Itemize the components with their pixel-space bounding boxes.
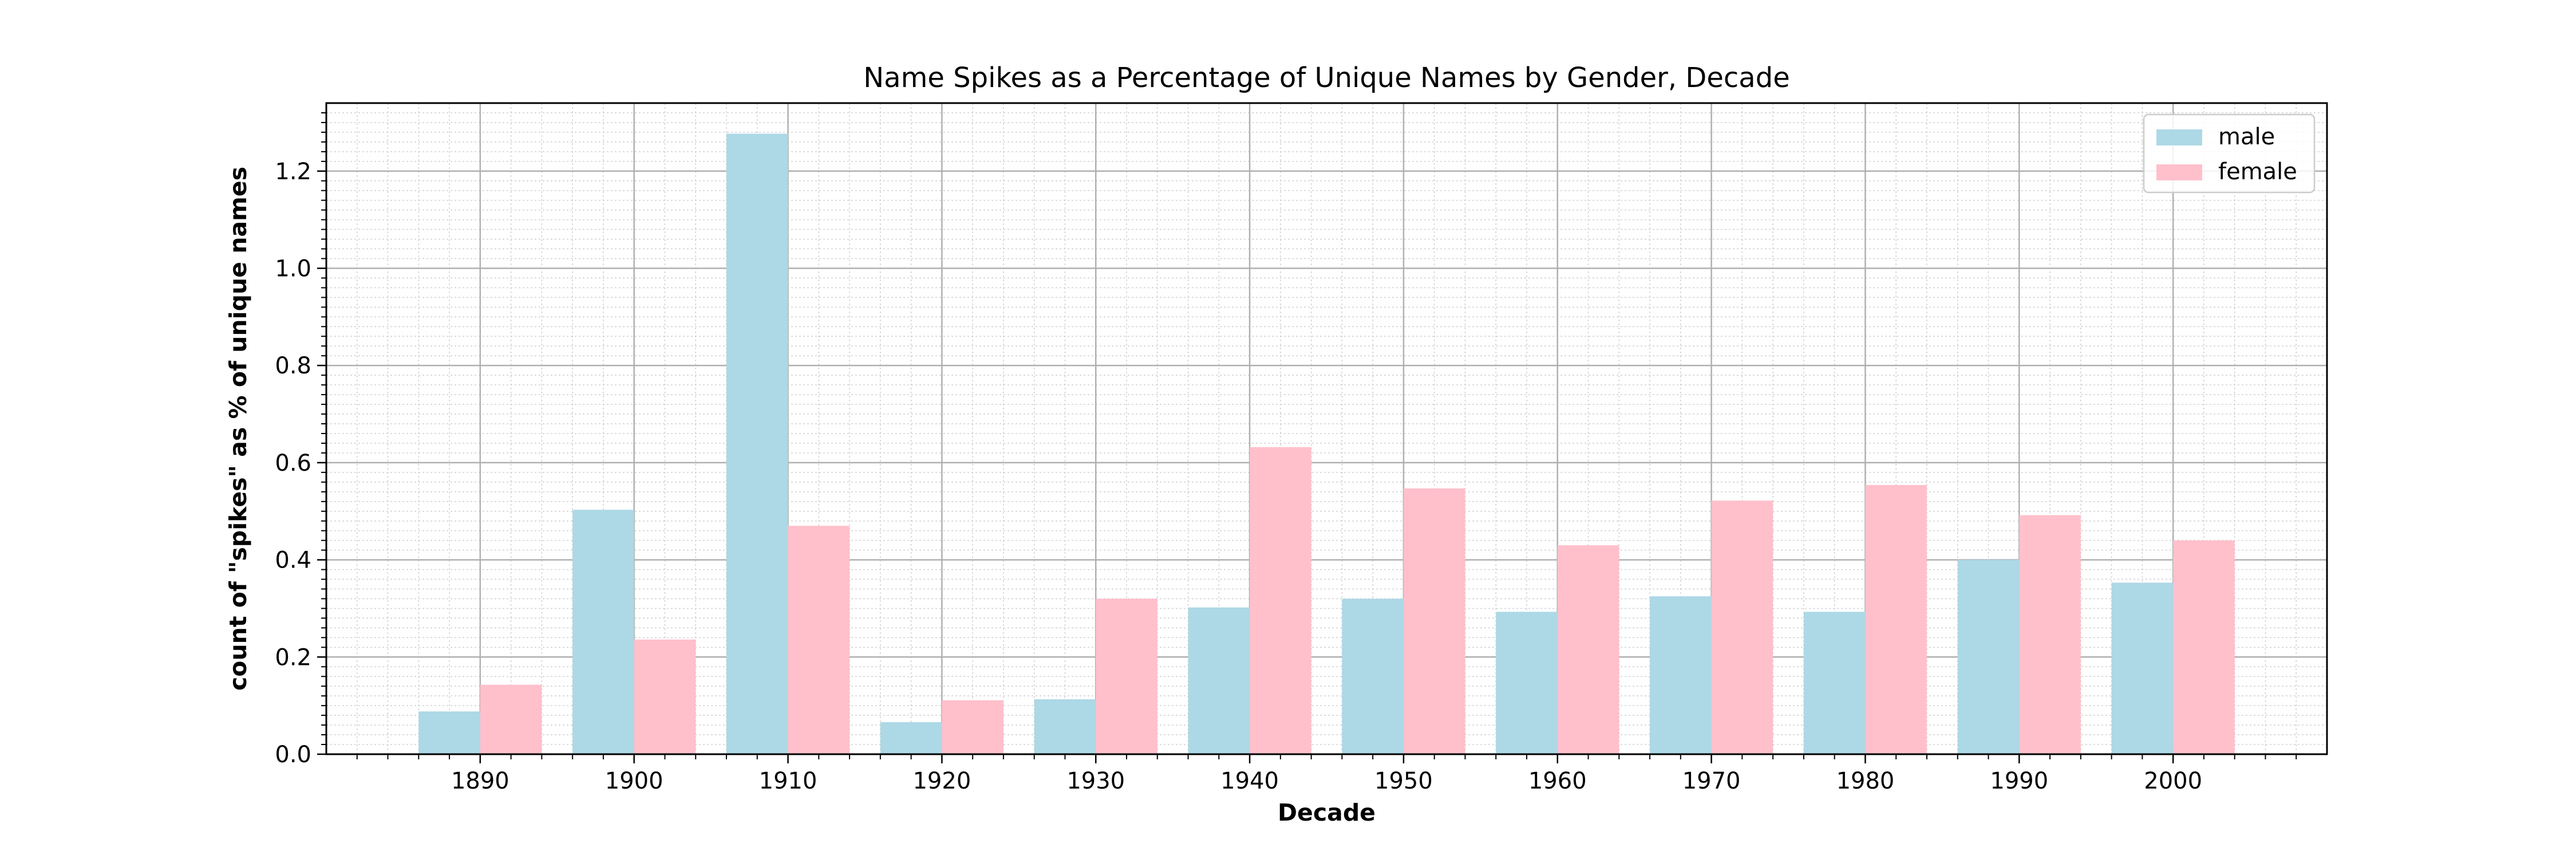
y-tick-label: 1.0 bbox=[275, 255, 311, 282]
x-tick-label: 1930 bbox=[1066, 768, 1125, 794]
bar-female-1950 bbox=[1403, 488, 1465, 754]
legend-label-female: female bbox=[2218, 159, 2297, 185]
bar-female-1990 bbox=[2019, 515, 2081, 754]
x-tick-label: 2000 bbox=[2144, 768, 2202, 794]
bar-male-1910 bbox=[726, 133, 788, 755]
bar-male-1990 bbox=[1957, 559, 2020, 754]
bar-male-1930 bbox=[1034, 699, 1096, 754]
bars bbox=[418, 133, 2235, 755]
legend-label-male: male bbox=[2218, 124, 2275, 150]
chart-title: Name Spikes as a Percentage of Unique Na… bbox=[863, 62, 1789, 94]
bar-female-1980 bbox=[1865, 484, 1927, 754]
ticks: 1890 1900 1910 1920 1930 1940 1950 1960 1970 1980… bbox=[275, 112, 2297, 794]
bar-male-1900 bbox=[572, 510, 634, 754]
y-axis-label: count of "spikes" as % of unique names bbox=[224, 167, 252, 691]
y-tick-label: 0.0 bbox=[275, 742, 311, 768]
x-tick-label: 1910 bbox=[759, 768, 817, 794]
x-tick-label: 1890 bbox=[451, 768, 509, 794]
bar-female-1960 bbox=[1557, 545, 1619, 754]
x-tick-label: 1960 bbox=[1528, 768, 1587, 794]
x-tick-label: 1980 bbox=[1836, 768, 1895, 794]
x-tick-label: 1940 bbox=[1220, 768, 1279, 794]
bar-male-1950 bbox=[1342, 598, 1404, 754]
x-tick-label: 1970 bbox=[1682, 768, 1741, 794]
legend: male female bbox=[2143, 113, 2316, 194]
bar-female-1910 bbox=[788, 526, 850, 754]
legend-swatch-female bbox=[2156, 164, 2202, 180]
y-tick-label: 0.6 bbox=[275, 450, 311, 476]
bar-female-1970 bbox=[1711, 501, 1773, 754]
legend-swatch-male bbox=[2156, 129, 2202, 145]
bar-female-1940 bbox=[1250, 447, 1311, 754]
bar-male-1970 bbox=[1650, 596, 1712, 754]
x-tick-label: 1990 bbox=[1990, 768, 2048, 794]
x-tick-label: 1950 bbox=[1374, 768, 1433, 794]
bar-female-1930 bbox=[1096, 598, 1157, 754]
x-axis-label: Decade bbox=[1278, 799, 1376, 826]
y-tick-label: 0.2 bbox=[275, 644, 311, 671]
x-tick-label: 1900 bbox=[605, 768, 663, 794]
bar-male-1940 bbox=[1188, 607, 1250, 754]
bar-male-1920 bbox=[880, 722, 942, 754]
bar-female-1900 bbox=[634, 639, 696, 754]
bar-male-1960 bbox=[1496, 612, 1558, 754]
y-tick-label: 1.2 bbox=[275, 159, 311, 185]
bar-male-1980 bbox=[1803, 612, 1866, 754]
bar-female-1890 bbox=[480, 684, 542, 754]
bar-female-1920 bbox=[942, 700, 1003, 754]
plot-frame bbox=[325, 102, 2328, 755]
bar-male-2000 bbox=[2111, 582, 2174, 754]
x-tick-label: 1920 bbox=[912, 768, 971, 794]
y-tick-label: 0.8 bbox=[275, 353, 311, 379]
bar-female-2000 bbox=[2173, 540, 2235, 754]
bar-male-1890 bbox=[418, 711, 480, 754]
y-tick-label: 0.4 bbox=[275, 547, 311, 574]
